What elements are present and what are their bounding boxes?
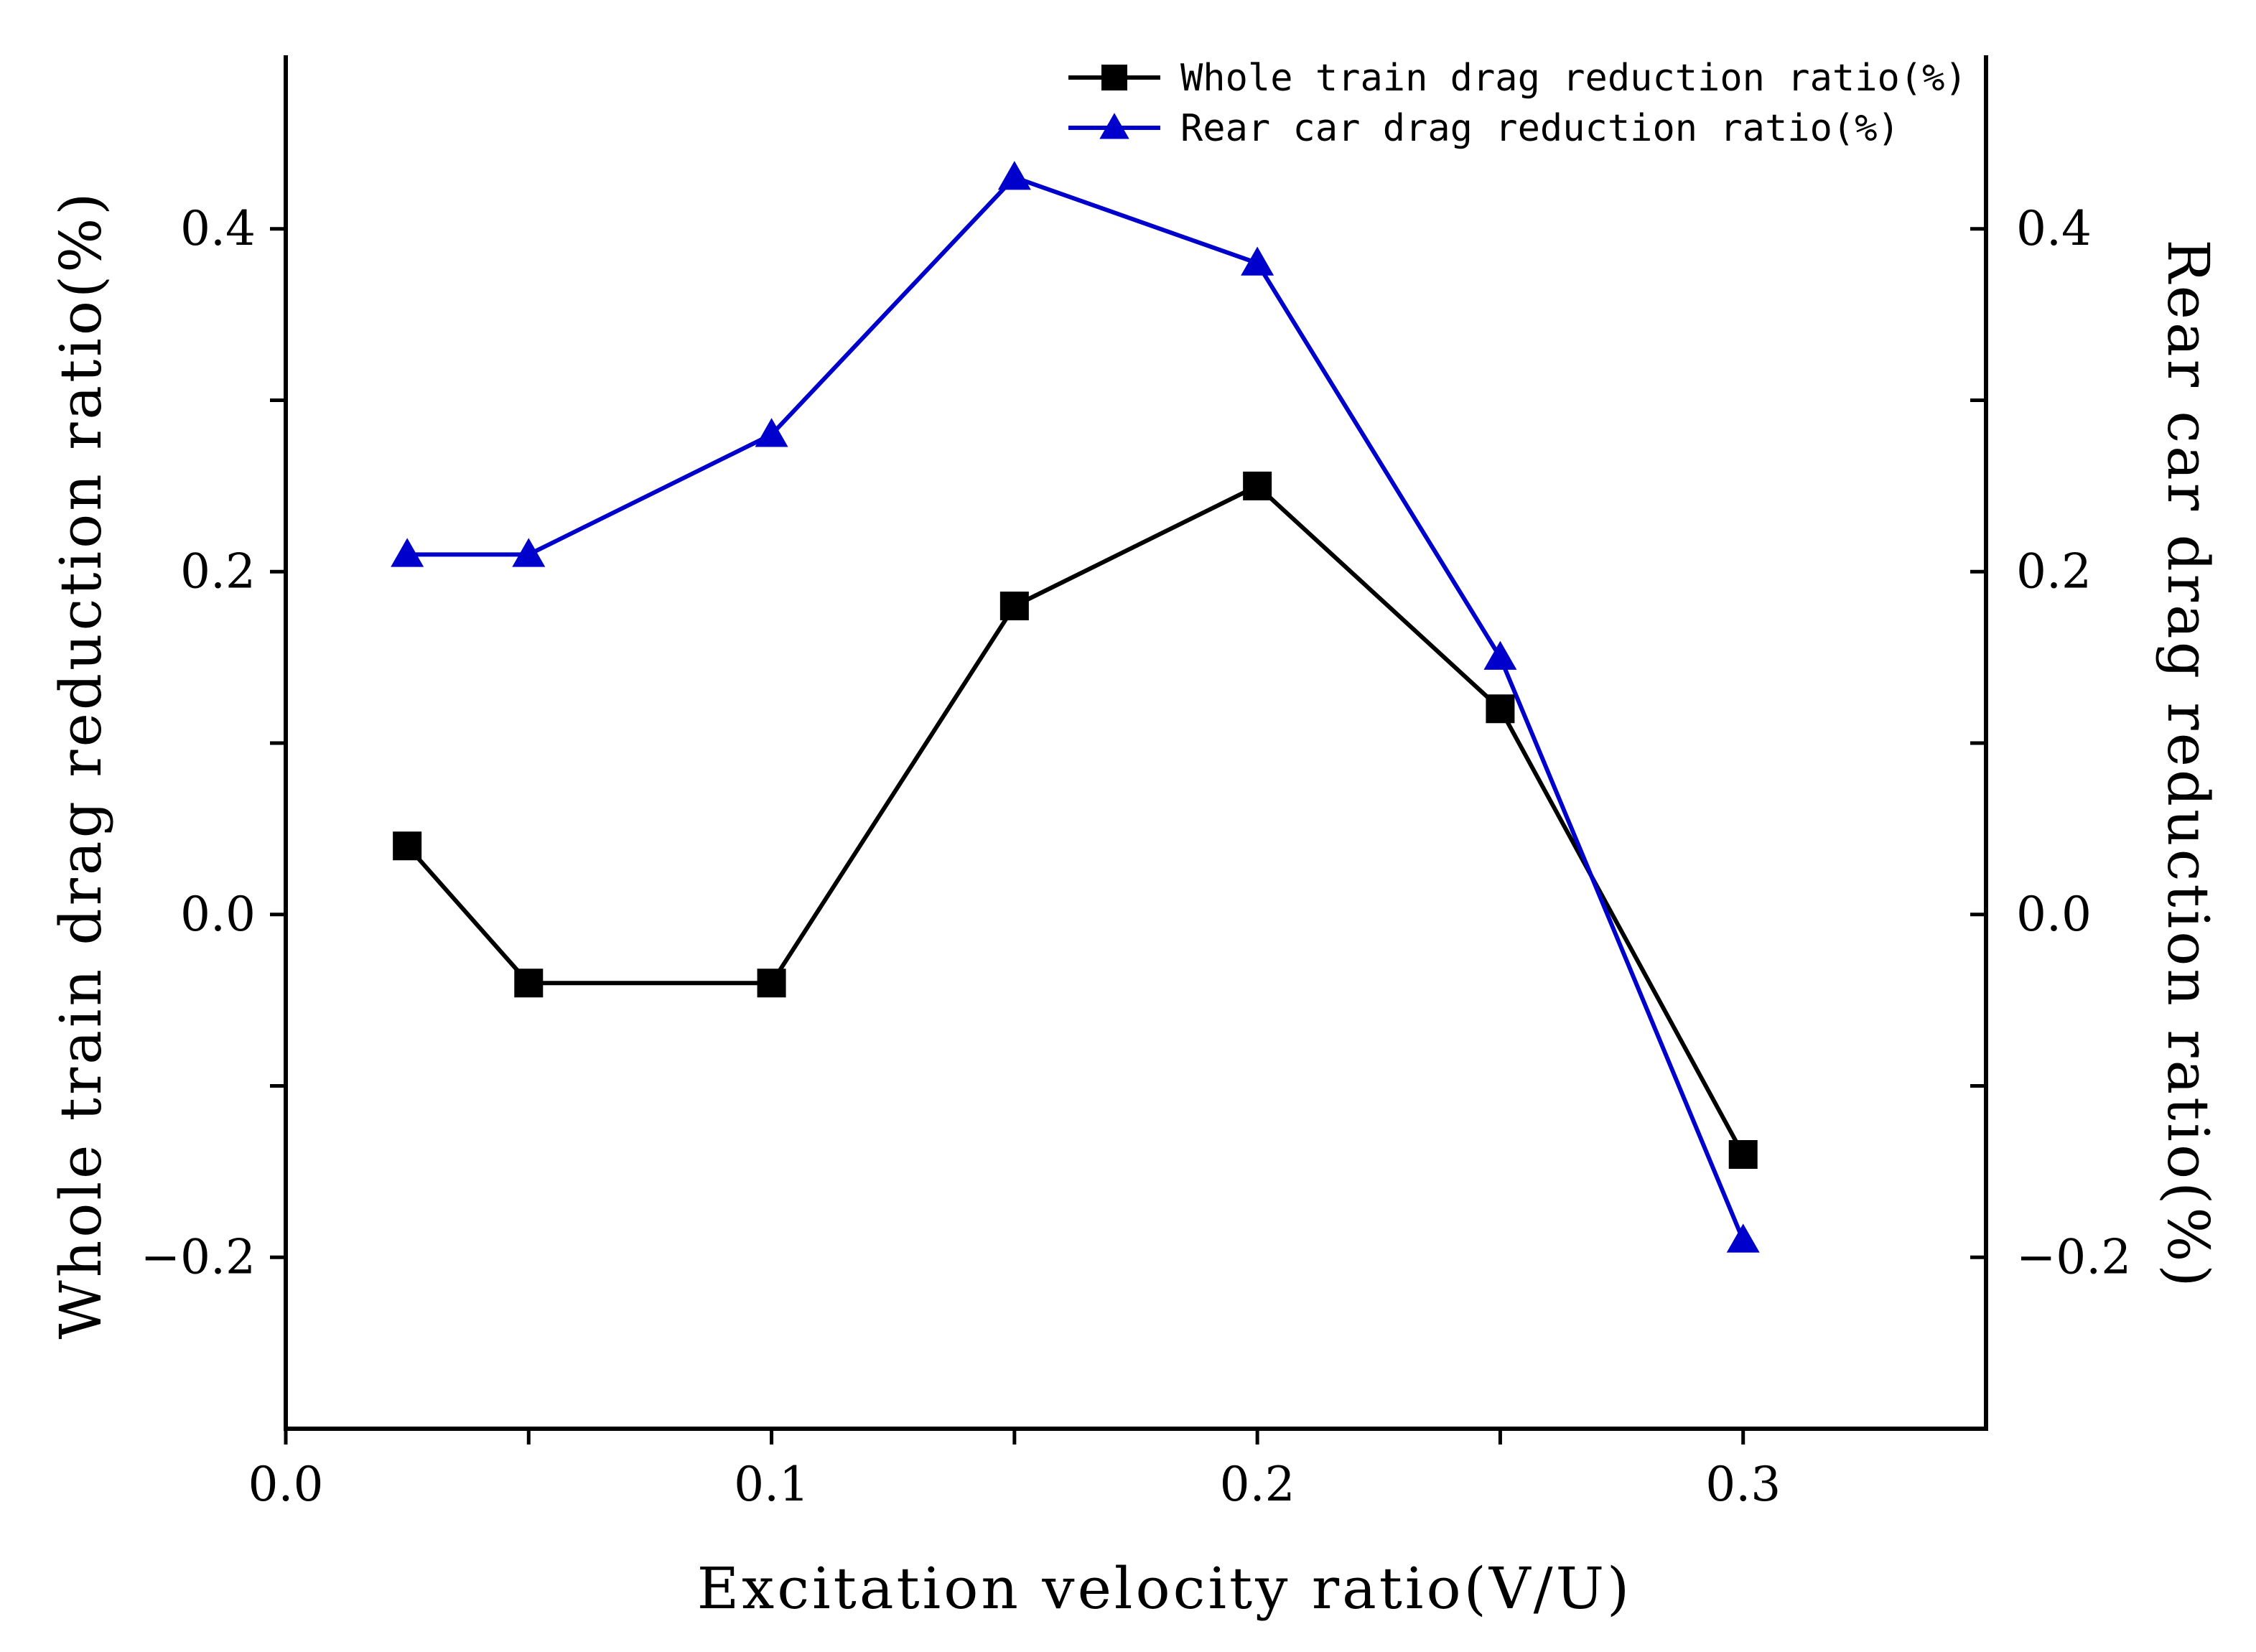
- left-y-axis-title: Whole train drag reduction ratio(%): [47, 190, 114, 1340]
- right-y-axis-title: Rear car drag reduction ratio(%): [2155, 239, 2222, 1289]
- left-y-tick-label: 0.4: [180, 201, 256, 256]
- x-axis-title: Excitation velocity ratio(V/U): [697, 1555, 1632, 1622]
- left-y-tick-label: 0.0: [180, 887, 256, 942]
- whole-train-data-point: [757, 969, 786, 998]
- right-y-tick-label: −0.2: [2016, 1229, 2131, 1284]
- legend-marker-whole-train: [1101, 65, 1127, 90]
- rear-car-data-point: [1483, 640, 1517, 670]
- x-tick-label: 0.0: [248, 1457, 324, 1512]
- rear-car-data-point: [512, 538, 546, 567]
- right-y-tick-label: 0.2: [2016, 543, 2092, 599]
- whole-train-data-point: [514, 969, 544, 998]
- right-y-tick-label: 0.0: [2016, 887, 2092, 942]
- left-y-tick-label: 0.2: [180, 543, 256, 599]
- whole-train-data-point: [1728, 1140, 1758, 1169]
- left-y-tick-label: −0.2: [141, 1229, 256, 1284]
- rear-car-data-point: [391, 538, 424, 567]
- legend-label-rear-car: Rear car drag reduction ratio(%): [1180, 107, 1900, 150]
- whole-train-data-point: [1486, 694, 1515, 724]
- rear-car-data-point: [997, 161, 1031, 190]
- rear-car-data-point: [755, 418, 788, 447]
- x-tick-label: 0.2: [1220, 1457, 1295, 1512]
- whole-train-data-point: [999, 592, 1029, 620]
- whole-train-data-point: [1243, 471, 1272, 500]
- whole-train-data-point: [393, 831, 422, 861]
- x-tick-label: 0.3: [1705, 1457, 1781, 1512]
- rear-car-data-point: [1241, 246, 1274, 276]
- right-y-tick-label: 0.4: [2016, 201, 2092, 256]
- legend-label-whole-train: Whole train drag reduction ratio(%): [1180, 57, 1967, 100]
- legend-marker-rear-car: [1099, 113, 1129, 139]
- rear-car-data-point: [1726, 1223, 1760, 1253]
- x-tick-label: 0.1: [734, 1457, 809, 1512]
